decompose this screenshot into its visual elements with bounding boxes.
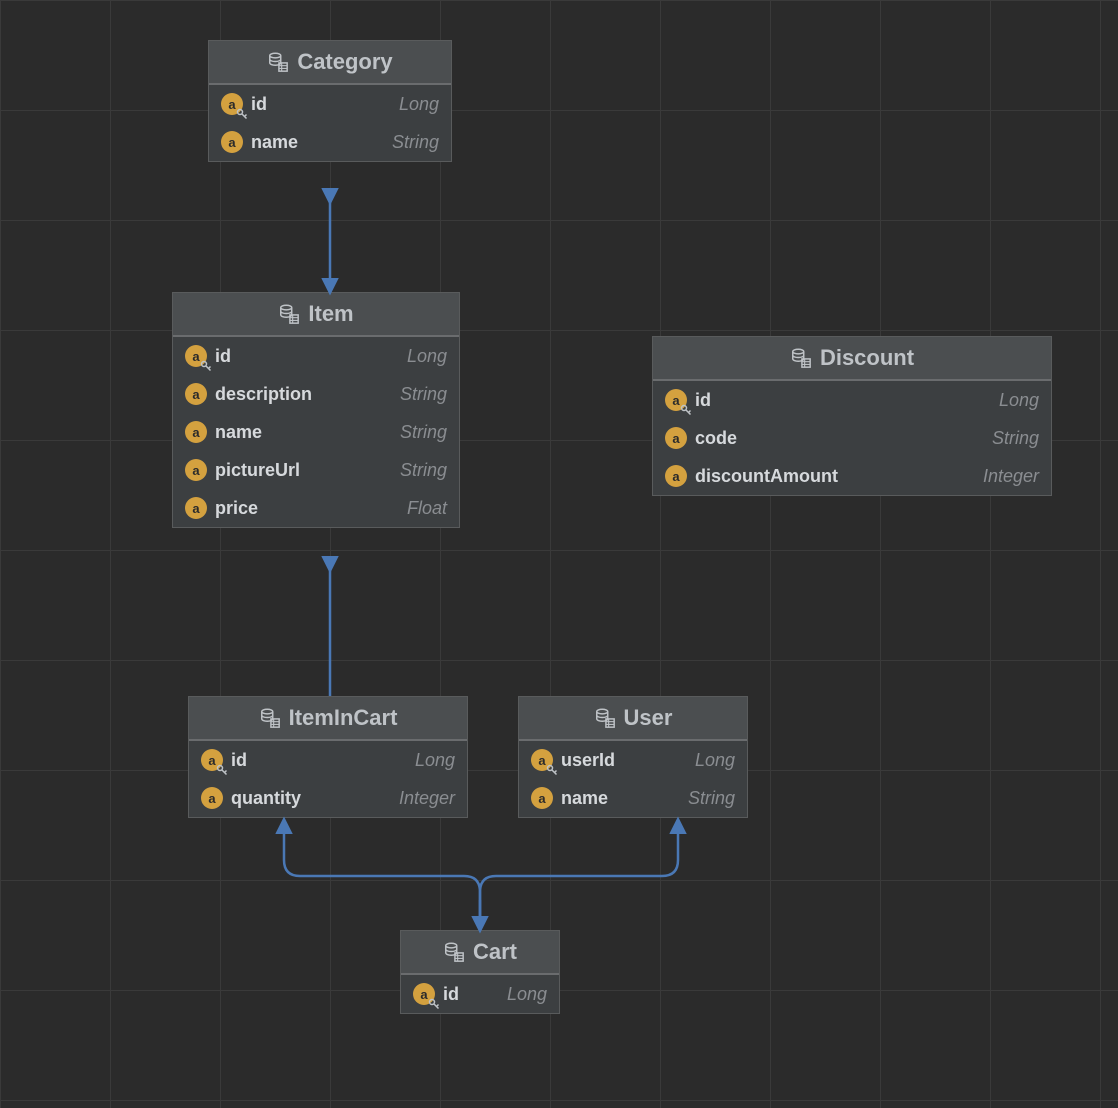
entity-header[interactable]: User <box>519 697 747 741</box>
field-row[interactable]: aid Long <box>401 975 559 1013</box>
entity-iteminCart[interactable]: ItemInCart aid Long a quantity Integer <box>188 696 468 818</box>
entity-cart[interactable]: Cart aid Long <box>400 930 560 1014</box>
field-row[interactable]: a pictureUrl String <box>173 451 459 489</box>
field-name: discountAmount <box>695 466 838 487</box>
entity-user[interactable]: User auserId Long aname String <box>518 696 748 818</box>
edge-cart-user <box>480 820 678 930</box>
attribute-icon: a <box>201 787 223 809</box>
field-type: Long <box>407 346 447 367</box>
database-icon <box>278 303 300 325</box>
field-name: name <box>561 788 608 809</box>
field-type: String <box>992 428 1039 449</box>
database-icon <box>267 51 289 73</box>
field-name: id <box>695 390 711 411</box>
entity-discount[interactable]: DiscountaidLongacodeStringadiscountAmoun… <box>652 336 1052 496</box>
field-row[interactable]: a discountAmount Integer <box>653 457 1051 495</box>
attribute-icon: a <box>185 383 207 405</box>
field-name: userId <box>561 750 615 771</box>
field-row[interactable]: auserId Long <box>519 741 747 779</box>
field-row[interactable]: a quantity Integer <box>189 779 467 817</box>
field-type: String <box>392 132 439 153</box>
field-row[interactable]: aid Long <box>209 85 451 123</box>
field-name: pictureUrl <box>215 460 300 481</box>
field-type: Long <box>507 984 547 1005</box>
field-type: String <box>400 422 447 443</box>
key-icon <box>680 404 692 416</box>
field-name: id <box>443 984 459 1005</box>
field-row[interactable]: aprice Float <box>173 489 459 527</box>
attribute-key-icon: a <box>413 983 435 1005</box>
field-type: Long <box>999 390 1039 411</box>
field-type: Long <box>399 94 439 115</box>
entity-header[interactable]: Cart <box>401 931 559 975</box>
field-row[interactable]: aid Long <box>173 337 459 375</box>
key-icon <box>200 360 212 372</box>
field-row[interactable]: aid Long <box>189 741 467 779</box>
attribute-key-icon: a <box>665 389 687 411</box>
attribute-key-icon: a <box>185 345 207 367</box>
field-row[interactable]: aname String <box>519 779 747 817</box>
diagram-canvas[interactable]: CategoryaidLonganameStringItemaidLongade… <box>0 0 1118 1108</box>
entity-category[interactable]: Category aid Long aname String <box>208 40 452 162</box>
field-type: String <box>688 788 735 809</box>
entity-header[interactable]: ItemInCart <box>189 697 467 741</box>
key-icon <box>236 108 248 120</box>
field-name: name <box>251 132 298 153</box>
attribute-key-icon: a <box>531 749 553 771</box>
field-type: Integer <box>399 788 455 809</box>
field-name: id <box>251 94 267 115</box>
entity-title: ItemInCart <box>289 705 398 731</box>
database-icon <box>790 347 812 369</box>
attribute-icon: a <box>665 427 687 449</box>
entity-header[interactable]: Category <box>209 41 451 85</box>
field-type: String <box>400 460 447 481</box>
entity-title: Item <box>308 301 353 327</box>
attribute-icon: a <box>531 787 553 809</box>
entity-item[interactable]: ItemaidLongadescriptionStringanameString… <box>172 292 460 528</box>
field-type: Long <box>415 750 455 771</box>
field-name: description <box>215 384 312 405</box>
field-name: price <box>215 498 258 519</box>
entity-header[interactable]: Item <box>173 293 459 337</box>
entity-header[interactable]: Discount <box>653 337 1051 381</box>
field-type: Float <box>407 498 447 519</box>
database-icon <box>443 941 465 963</box>
database-icon <box>594 707 616 729</box>
field-type: Long <box>695 750 735 771</box>
field-row[interactable]: acode String <box>653 419 1051 457</box>
field-row[interactable]: aid Long <box>653 381 1051 419</box>
attribute-key-icon: a <box>221 93 243 115</box>
field-name: code <box>695 428 737 449</box>
attribute-key-icon: a <box>201 749 223 771</box>
field-row[interactable]: aname String <box>209 123 451 161</box>
field-name: id <box>231 750 247 771</box>
attribute-icon: a <box>185 421 207 443</box>
key-icon <box>216 764 228 776</box>
field-row[interactable]: a description String <box>173 375 459 413</box>
attribute-icon: a <box>221 131 243 153</box>
field-name: id <box>215 346 231 367</box>
field-row[interactable]: aname String <box>173 413 459 451</box>
field-type: String <box>400 384 447 405</box>
field-name: quantity <box>231 788 301 809</box>
entity-title: Discount <box>820 345 914 371</box>
key-icon <box>428 998 440 1010</box>
entity-title: User <box>624 705 673 731</box>
edge-cart-iteminCart <box>284 820 480 930</box>
key-icon <box>546 764 558 776</box>
field-type: Integer <box>983 466 1039 487</box>
attribute-icon: a <box>665 465 687 487</box>
entity-title: Cart <box>473 939 517 965</box>
field-name: name <box>215 422 262 443</box>
attribute-icon: a <box>185 459 207 481</box>
entity-title: Category <box>297 49 392 75</box>
database-icon <box>259 707 281 729</box>
attribute-icon: a <box>185 497 207 519</box>
